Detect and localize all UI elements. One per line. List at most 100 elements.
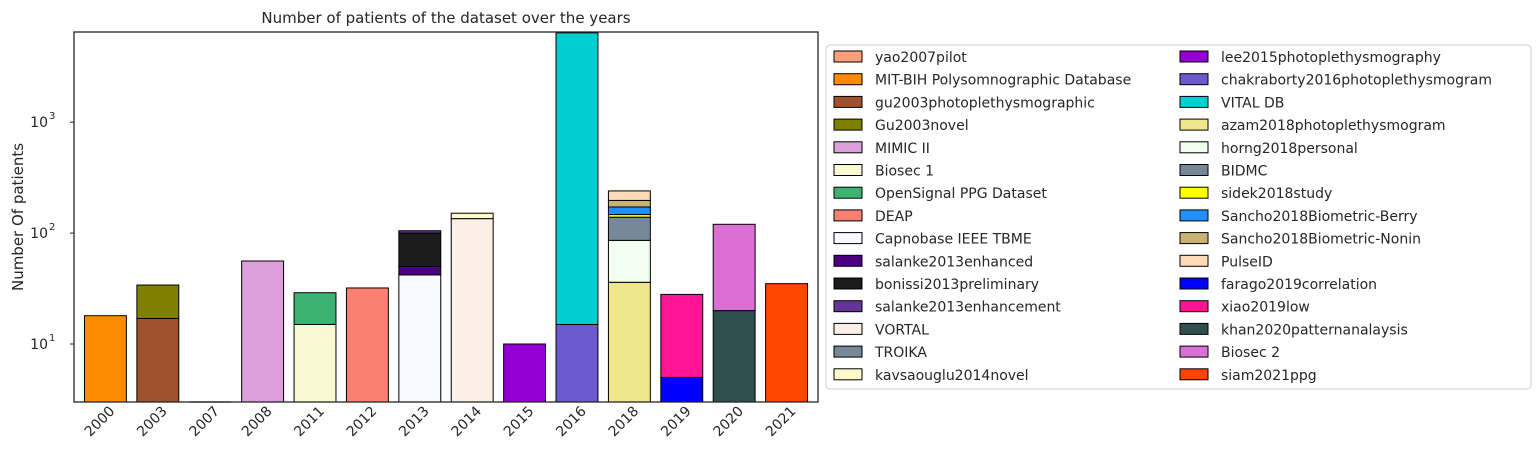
bar-segment <box>83 315 127 403</box>
legend-label: Capnobase IEEE TBME <box>875 232 1032 248</box>
bar-segment <box>555 323 599 403</box>
x-tick-label: 2007 <box>187 404 224 441</box>
legend-swatch <box>833 73 863 86</box>
legend-swatch <box>833 277 863 290</box>
legend-swatch <box>833 164 863 176</box>
bar-segment <box>607 216 651 241</box>
bar-segment <box>607 206 651 216</box>
bar-segment <box>660 376 704 403</box>
bar-segment <box>503 343 547 403</box>
legend-swatch <box>833 254 863 267</box>
y-axis-label: Number Of patients <box>9 143 27 291</box>
legend-swatch <box>1179 186 1209 199</box>
legend-items: yao2007pilot MIT-BIH Polysomnographic Dat… <box>833 50 1492 384</box>
bar-segment <box>607 281 651 403</box>
legend-label: DEAP <box>875 209 913 225</box>
legend-swatch <box>1179 254 1209 267</box>
legend-swatch <box>1179 164 1209 176</box>
x-tick-label: 2018 <box>606 404 643 441</box>
bar-segment <box>450 218 494 403</box>
legend-swatch <box>1179 232 1209 245</box>
legend-swatch <box>833 50 863 63</box>
legend-swatch <box>833 345 863 358</box>
bar-segment <box>398 265 442 276</box>
legend: yao2007pilot MIT-BIH Polysomnographic Dat… <box>825 44 1532 390</box>
legend-label: azam2018photoplethysmogram <box>1221 118 1446 134</box>
legend-label: VITAL DB <box>1221 95 1284 111</box>
legend-label: Sancho2018Biometric-Nonin <box>1221 232 1421 248</box>
y-tick-label: 10 <box>30 337 48 353</box>
legend-swatch <box>1179 277 1209 290</box>
legend-label: Biosec 1 <box>875 164 934 180</box>
legend-label: BIDMC <box>1221 164 1268 180</box>
x-tick-label: 2013 <box>396 404 433 441</box>
legend-label: gu2003photoplethysmographic <box>875 95 1095 111</box>
plot-frame <box>73 31 819 403</box>
legend-label: TROIKA <box>874 345 927 361</box>
legend-swatch <box>1179 300 1209 313</box>
legend-label: OpenSignal PPG Dataset <box>875 186 1047 202</box>
x-tick-label: 2020 <box>710 404 747 441</box>
legend-swatch <box>833 368 863 381</box>
x-tick-label: 2003 <box>134 404 171 441</box>
legend-swatch <box>1179 50 1209 63</box>
bar-segment <box>607 199 651 208</box>
legend-label: horng2018personal <box>1221 141 1358 157</box>
legend-swatch <box>1179 209 1209 222</box>
legend-swatch <box>1179 118 1209 131</box>
chart-title: Number of patients of the dataset over t… <box>261 9 630 27</box>
y-tick-exponent: 2 <box>49 222 55 233</box>
x-tick-label: 2021 <box>763 404 800 441</box>
legend-swatch <box>833 118 863 131</box>
bar-segment <box>241 260 285 403</box>
bar-segment <box>607 190 651 201</box>
bar-segment <box>398 274 442 403</box>
x-tick-label: 2014 <box>449 403 486 440</box>
legend-label: farago2019correlation <box>1221 277 1377 293</box>
legend-swatch <box>1179 345 1209 358</box>
bar-segment <box>712 310 756 403</box>
x-tick-label: 2000 <box>82 404 119 441</box>
legend-swatch <box>1179 141 1209 154</box>
legend-label: khan2020patternanalaysis <box>1221 322 1408 338</box>
legend-label: xiao2019low <box>1221 300 1310 316</box>
bar-segment <box>450 212 494 220</box>
x-tick-label: 2016 <box>553 403 590 440</box>
legend-label: Sancho2018Biometric-Berry <box>1221 209 1418 225</box>
y-tick-exponent: 3 <box>49 111 55 122</box>
legend-label: MIT-BIH Polysomnographic Database <box>875 73 1131 89</box>
plot-area <box>83 32 809 403</box>
bar-segment <box>398 232 442 267</box>
legend-swatch <box>833 300 863 313</box>
x-tick-label: 2012 <box>344 404 381 441</box>
legend-label: kavsaouglu2014novel <box>875 368 1029 384</box>
legend-label: Gu2003novel <box>875 118 969 134</box>
legend-label: Biosec 2 <box>1221 345 1280 361</box>
bar-segment <box>555 32 599 325</box>
legend-frame <box>825 44 1532 390</box>
bar-segment <box>398 230 442 234</box>
legend-label: salanke2013enhanced <box>875 254 1033 270</box>
legend-swatch <box>1179 95 1209 108</box>
y-tick-label: 10 <box>30 115 48 131</box>
legend-swatch <box>1179 322 1209 335</box>
bar-segment <box>136 317 180 403</box>
legend-label: sidek2018study <box>1221 186 1332 202</box>
bar-segment <box>293 323 337 403</box>
x-tick-label: 2019 <box>658 404 695 441</box>
bar-segment <box>712 223 756 312</box>
legend-swatch <box>833 141 863 154</box>
legend-label: bonissi2013preliminary <box>875 277 1039 293</box>
bar-segment <box>136 284 180 319</box>
legend-label: yao2007pilot <box>875 50 967 66</box>
legend-swatch <box>1179 368 1209 381</box>
legend-label: lee2015photoplethysmography <box>1221 50 1441 66</box>
bar-segment <box>293 292 337 325</box>
legend-label: MIMIC II <box>875 141 930 157</box>
legend-label: VORTAL <box>875 322 929 338</box>
legend-label: PulseID <box>1221 254 1273 270</box>
x-axis-ticks: 2000 2003 2007 2008 2011 2012 2013 2014 2015 2016… <box>82 403 800 440</box>
legend-swatch <box>1179 73 1209 86</box>
legend-swatch <box>833 232 863 245</box>
